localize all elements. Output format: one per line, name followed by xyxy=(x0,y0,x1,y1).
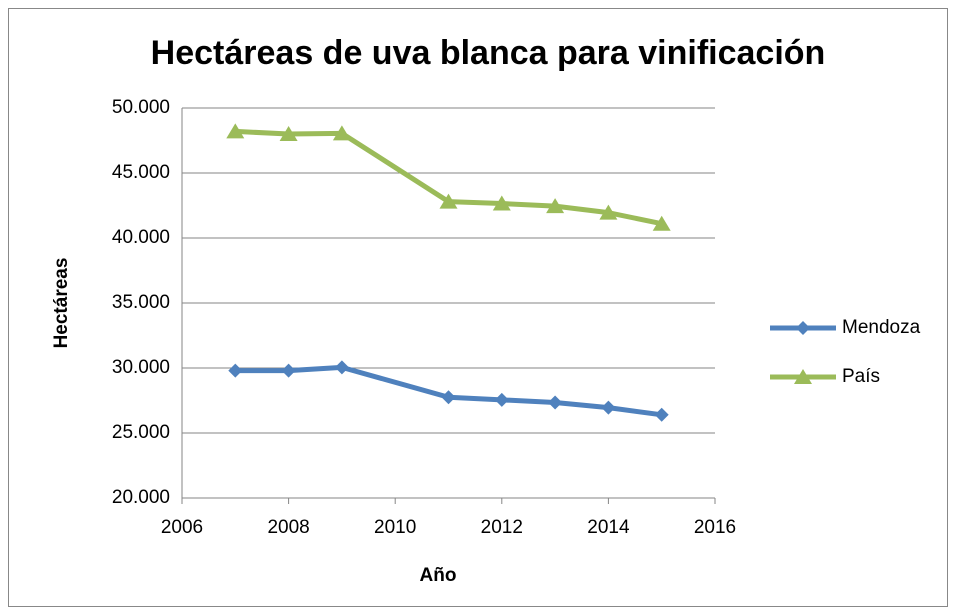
data-point xyxy=(548,395,563,410)
data-point xyxy=(601,400,616,415)
data-point xyxy=(654,407,669,422)
x-axis-label: Año xyxy=(420,565,457,586)
data-point xyxy=(334,360,349,375)
y-tick-label: 40.000 xyxy=(112,227,170,248)
y-tick-label: 45.000 xyxy=(112,162,170,183)
y-tick-label: 20.000 xyxy=(112,487,170,508)
data-point xyxy=(494,392,509,407)
data-point xyxy=(439,193,458,209)
legend-label: País xyxy=(842,366,880,387)
data-point xyxy=(492,195,511,211)
data-point xyxy=(332,125,351,141)
data-point xyxy=(226,123,245,139)
data-point xyxy=(281,363,296,378)
y-axis-label: Hectáreas xyxy=(51,258,72,349)
data-point xyxy=(599,204,618,220)
series-line xyxy=(235,364,663,418)
legend-marker xyxy=(796,321,810,335)
legend-label: Mendoza xyxy=(842,317,921,338)
data-point xyxy=(441,390,456,405)
y-tick-label: 30.000 xyxy=(112,357,170,378)
x-tick-label: 2006 xyxy=(161,517,203,538)
data-point xyxy=(279,126,298,141)
chart-title: Hectáreas de uva blanca para vinificació… xyxy=(151,34,826,72)
data-point xyxy=(228,363,243,378)
x-tick-label: 2010 xyxy=(374,517,416,538)
x-tick-label: 2014 xyxy=(587,517,630,538)
x-tick-label: 2016 xyxy=(694,517,736,538)
series-line xyxy=(235,128,663,227)
y-tick-label: 50.000 xyxy=(112,97,170,118)
data-point xyxy=(546,198,565,214)
y-tick-label: 35.000 xyxy=(112,292,170,313)
legend-marker xyxy=(794,369,812,384)
data-point xyxy=(652,215,671,231)
y-tick-label: 25.000 xyxy=(112,422,170,443)
x-tick-label: 2012 xyxy=(481,517,523,538)
x-tick-label: 2008 xyxy=(267,517,309,538)
